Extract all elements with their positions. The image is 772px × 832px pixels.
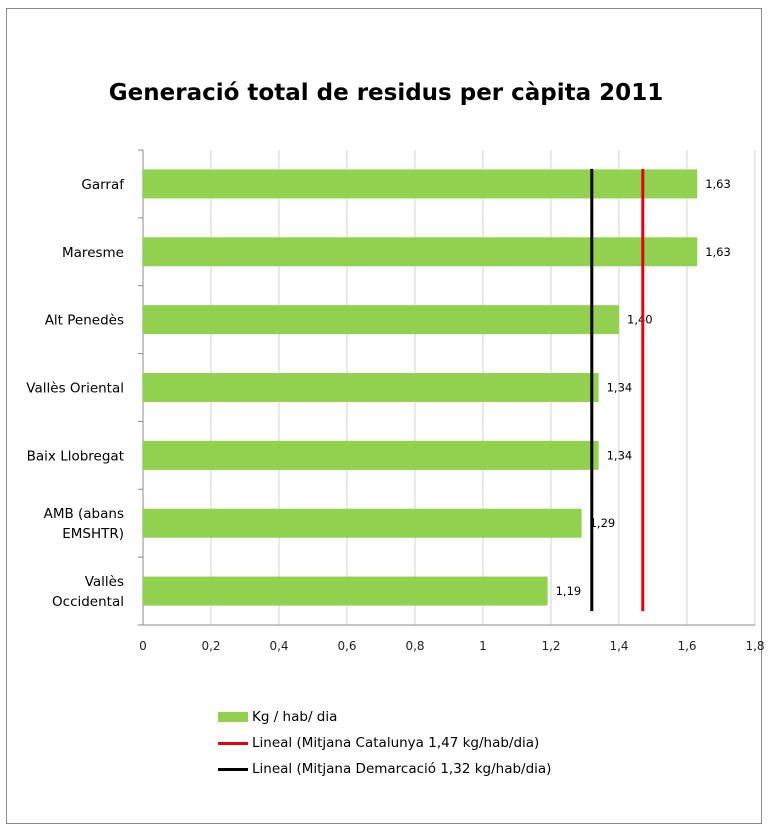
x-tick-label-2: 0,4 <box>269 639 288 653</box>
legend-label-catalunya: Lineal (Mitjana Catalunya 1,47 kg/hab/di… <box>252 735 540 751</box>
data-label-0: 1,63 <box>705 177 731 191</box>
x-tick-label-3: 0,6 <box>337 639 356 653</box>
chart-legend: Kg / hab/ dia Lineal (Mitjana Catalunya … <box>218 704 551 782</box>
legend-item-catalunya: Lineal (Mitjana Catalunya 1,47 kg/hab/di… <box>218 730 551 756</box>
legend-swatch-demarcacio <box>218 767 248 771</box>
category-label-0: Garraf <box>81 177 125 193</box>
chart-title: Generació total de residus per càpita 20… <box>108 80 664 106</box>
x-tick-label-9: 1,8 <box>745 639 764 653</box>
category-label-5: AMB (abans EMSHTR) <box>44 506 124 542</box>
legend-item-bars: Kg / hab/ dia <box>218 704 551 730</box>
bar-5 <box>143 508 582 538</box>
bar-6 <box>143 576 548 606</box>
category-label-1: Maresme <box>62 245 124 261</box>
x-tick-label-1: 0,2 <box>201 639 220 653</box>
legend-item-demarcacio: Lineal (Mitjana Demarcació 1,32 kg/hab/d… <box>218 756 551 782</box>
chart-frame <box>6 8 762 824</box>
x-tick-label-0: 0 <box>139 639 147 653</box>
bar-3 <box>143 373 599 402</box>
bar-2 <box>143 305 619 335</box>
data-label-1: 1,63 <box>705 245 731 259</box>
x-tick-label-6: 1,2 <box>541 639 560 653</box>
data-label-2: 1,40 <box>627 313 653 327</box>
category-label-2: Alt Penedès <box>45 313 124 329</box>
data-label-4: 1,34 <box>607 448 633 462</box>
x-tick-label-7: 1,4 <box>609 639 628 653</box>
x-tick-label-4: 0,8 <box>405 639 424 653</box>
bar-1 <box>143 237 698 267</box>
data-label-3: 1,34 <box>607 381 633 395</box>
x-tick-label-8: 1,6 <box>677 639 696 653</box>
data-label-6: 1,19 <box>556 584 582 598</box>
category-label-3: Vallès Oriental <box>26 381 124 397</box>
bar-4 <box>143 440 599 470</box>
legend-label-bars: Kg / hab/ dia <box>252 709 338 725</box>
category-label-4: Baix Llobregat <box>27 448 124 464</box>
legend-swatch-catalunya <box>218 741 248 745</box>
bar-0 <box>143 169 698 199</box>
x-tick-label-5: 1 <box>479 639 487 653</box>
legend-swatch-bars <box>218 712 248 722</box>
legend-label-demarcacio: Lineal (Mitjana Demarcació 1,32 kg/hab/d… <box>252 761 552 777</box>
category-label-6: Vallès Occidental <box>52 574 124 610</box>
data-label-5: 1,29 <box>590 516 616 530</box>
